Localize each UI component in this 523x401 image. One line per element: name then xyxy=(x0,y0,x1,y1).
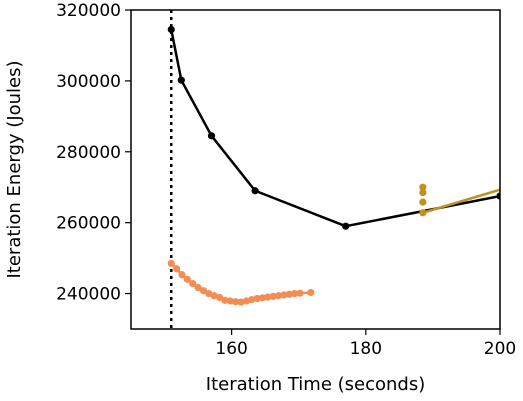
data-point xyxy=(207,132,216,140)
data-point xyxy=(232,298,240,306)
axes-frame xyxy=(130,9,501,330)
data-point xyxy=(419,183,427,191)
data-point xyxy=(183,275,191,283)
series-0 xyxy=(167,25,500,230)
data-point xyxy=(194,283,202,292)
data-point xyxy=(291,289,299,298)
data-point xyxy=(280,291,288,299)
data-point xyxy=(248,295,256,304)
data-point xyxy=(258,294,267,302)
data-point xyxy=(419,198,427,206)
data-point xyxy=(167,25,175,34)
data-point xyxy=(251,187,259,195)
data-point xyxy=(342,222,350,230)
series-line-0 xyxy=(170,29,500,228)
series-line-3 xyxy=(422,188,500,214)
data-point xyxy=(419,188,427,197)
data-point xyxy=(253,294,261,303)
x-tick-label: 180 xyxy=(350,339,382,359)
data-point xyxy=(178,271,186,279)
data-point xyxy=(173,265,181,273)
series-1 xyxy=(167,259,315,306)
y-axis-ticks: 240000 260000 280000 300000 320000 xyxy=(56,1,131,305)
y-tick-label: 260000 xyxy=(56,214,121,234)
data-point xyxy=(226,297,234,305)
data-point xyxy=(285,290,293,298)
x-tick-label: 160 xyxy=(215,339,247,359)
data-point xyxy=(296,289,304,297)
data-point xyxy=(189,280,197,288)
y-axis-label: Iteration Energy (Joules) xyxy=(4,60,25,278)
x-tick-label: 200 xyxy=(484,339,516,359)
y-tick-label: 240000 xyxy=(56,285,121,305)
data-point xyxy=(275,292,283,300)
series-3 xyxy=(422,188,500,214)
plot-area xyxy=(167,10,500,329)
data-point xyxy=(237,298,245,306)
data-point xyxy=(215,293,224,302)
data-point xyxy=(264,293,272,301)
data-point xyxy=(496,192,500,200)
x-axis-label: Iteration Time (seconds) xyxy=(206,374,425,395)
y-tick-label: 280000 xyxy=(56,143,121,163)
data-point xyxy=(167,259,175,268)
y-tick-label: 300000 xyxy=(56,72,121,92)
data-point xyxy=(221,296,229,304)
data-point xyxy=(177,76,185,84)
data-point xyxy=(269,292,277,300)
y-tick-label: 320000 xyxy=(56,1,121,21)
data-point xyxy=(307,288,315,297)
data-point xyxy=(199,287,208,295)
x-axis-ticks: 160 180 200 xyxy=(215,329,516,359)
